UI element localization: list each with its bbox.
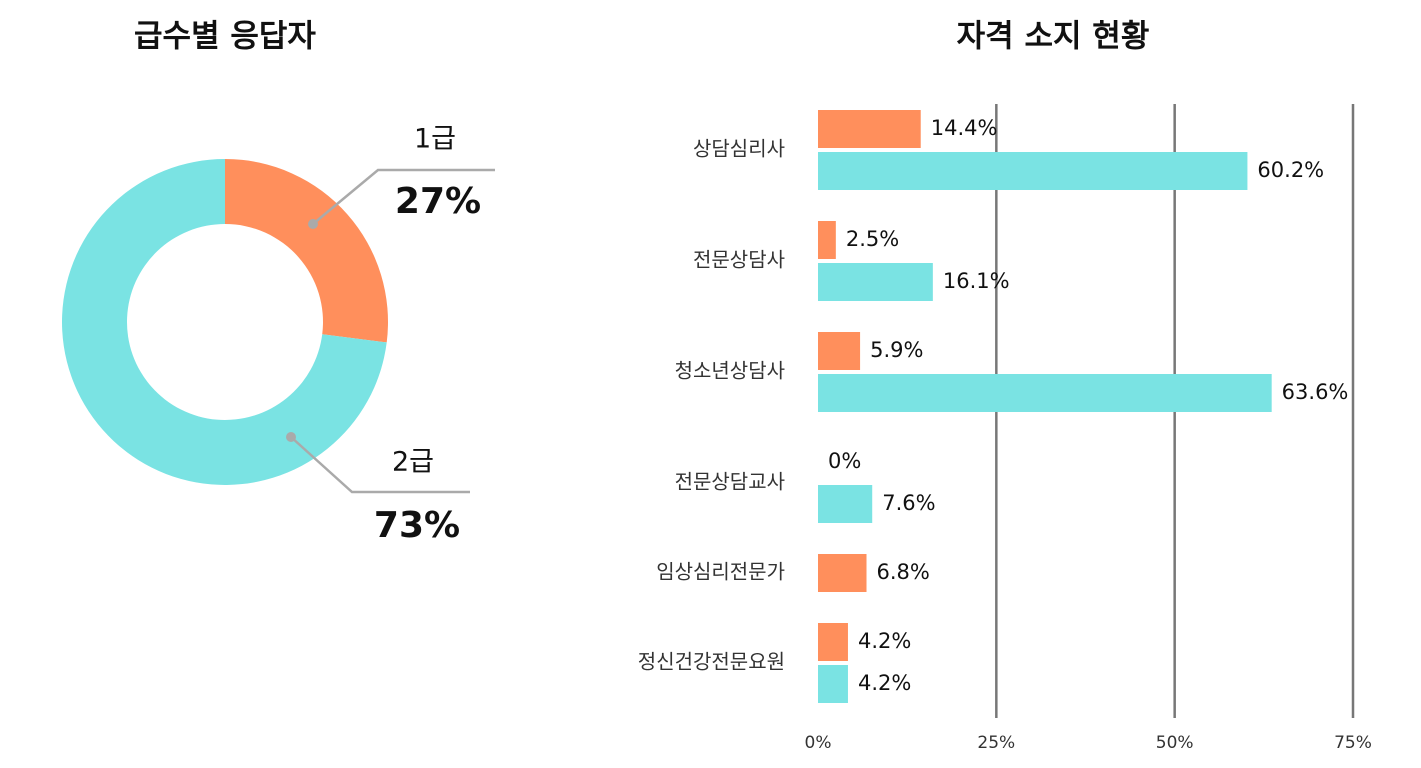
- bar: [818, 110, 921, 148]
- donut-slice: [225, 159, 388, 343]
- value-label: 7.6%: [882, 491, 935, 515]
- leader-line: [312, 168, 495, 225]
- x-tick-label: 0%: [805, 733, 832, 753]
- bar: [818, 623, 848, 661]
- bar: [818, 485, 873, 523]
- y-tick-label: 임상심리전문가: [656, 560, 785, 584]
- value-label: 60.2%: [1257, 158, 1324, 182]
- chart-title: 급수별 응답자: [134, 19, 316, 55]
- slice-value: 27%: [395, 181, 481, 222]
- y-tick-label: 정신건강전문요원: [638, 650, 785, 674]
- leader-line: [290, 436, 470, 494]
- bar: [818, 263, 933, 301]
- donut-slice: [62, 159, 387, 485]
- value-label: 5.9%: [870, 338, 923, 362]
- y-tick-label: 전문상담교사: [675, 470, 785, 494]
- bar: [818, 221, 836, 259]
- y-tick-label: 전문상담사: [693, 248, 785, 272]
- value-label: 63.6%: [1282, 380, 1349, 404]
- value-label: 6.8%: [877, 560, 930, 584]
- leader-dot: [286, 432, 296, 442]
- value-label: 4.2%: [858, 671, 911, 695]
- slice-label: 1급: [414, 124, 456, 155]
- bar: [818, 554, 867, 592]
- bar: [818, 332, 861, 370]
- leader-dot: [308, 219, 318, 229]
- y-tick-label: 상담심리사: [693, 137, 785, 161]
- value-label: 0%: [828, 449, 861, 473]
- slice-label: 2급: [392, 447, 434, 478]
- y-tick-label: 청소년상담사: [675, 359, 785, 383]
- slice-value: 73%: [374, 505, 460, 546]
- x-tick-label: 25%: [977, 733, 1015, 753]
- value-label: 16.1%: [943, 269, 1010, 293]
- x-tick-label: 50%: [1156, 733, 1194, 753]
- bar: [818, 665, 848, 703]
- x-tick-label: 75%: [1334, 733, 1372, 753]
- bar: [818, 152, 1248, 190]
- value-label: 14.4%: [931, 116, 998, 140]
- chart-title: 자격 소지 현황: [957, 19, 1150, 55]
- value-label: 2.5%: [846, 227, 899, 251]
- bar: [818, 374, 1272, 412]
- value-label: 4.2%: [858, 629, 911, 653]
